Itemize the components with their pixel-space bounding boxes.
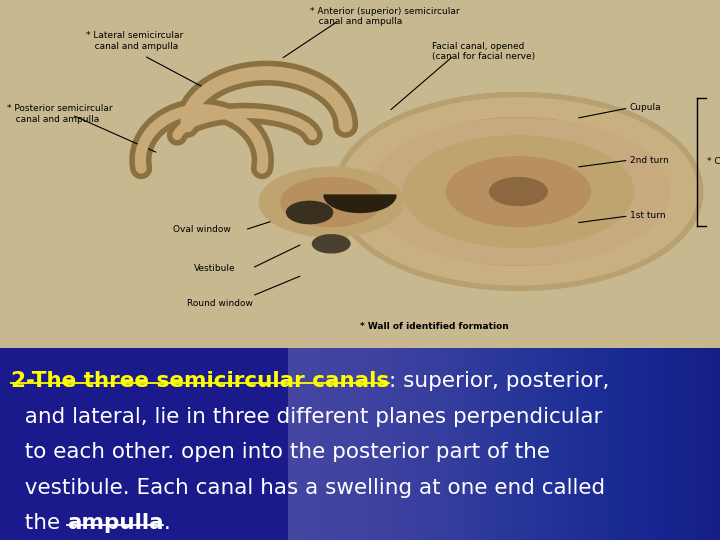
Text: the: the (11, 513, 67, 533)
Text: Vestibule: Vestibule (194, 264, 236, 273)
Text: * Anterior (superior) semicircular
   canal and ampulla: * Anterior (superior) semicircular canal… (310, 7, 459, 26)
Text: : superior, posterior,: : superior, posterior, (389, 372, 609, 392)
Wedge shape (259, 167, 403, 237)
Text: * Posterior semicircular
   canal and ampulla: * Posterior semicircular canal and ampul… (7, 105, 113, 124)
Text: vestibule. Each canal has a swelling at one end called: vestibule. Each canal has a swelling at … (11, 478, 605, 498)
Text: to each other. open into the posterior part of the: to each other. open into the posterior p… (11, 442, 550, 462)
Text: Facial canal, opened
(canal for facial nerve): Facial canal, opened (canal for facial n… (432, 42, 535, 61)
Circle shape (446, 157, 590, 226)
Text: Oval window: Oval window (173, 225, 230, 234)
Text: 2nd turn: 2nd turn (630, 156, 669, 165)
Text: * C: * C (707, 158, 720, 166)
Text: Cupula: Cupula (630, 104, 662, 112)
Text: * Lateral semicircular
   canal and ampulla: * Lateral semicircular canal and ampulla (86, 31, 184, 51)
Text: and lateral, lie in three different planes perpendicular: and lateral, lie in three different plan… (11, 407, 603, 427)
Text: .: . (163, 513, 171, 533)
Text: * Wall of identified formation: * Wall of identified formation (360, 322, 509, 331)
Text: 2-The three semicircular canals: 2-The three semicircular canals (11, 372, 389, 392)
Wedge shape (324, 195, 396, 212)
Text: Round window: Round window (187, 299, 253, 307)
Wedge shape (312, 235, 350, 253)
Wedge shape (281, 178, 382, 226)
Text: ampulla: ampulla (67, 513, 163, 533)
Circle shape (367, 118, 670, 265)
Circle shape (490, 178, 547, 206)
Wedge shape (287, 201, 333, 224)
Circle shape (403, 136, 634, 247)
Text: 1st turn: 1st turn (630, 212, 665, 220)
